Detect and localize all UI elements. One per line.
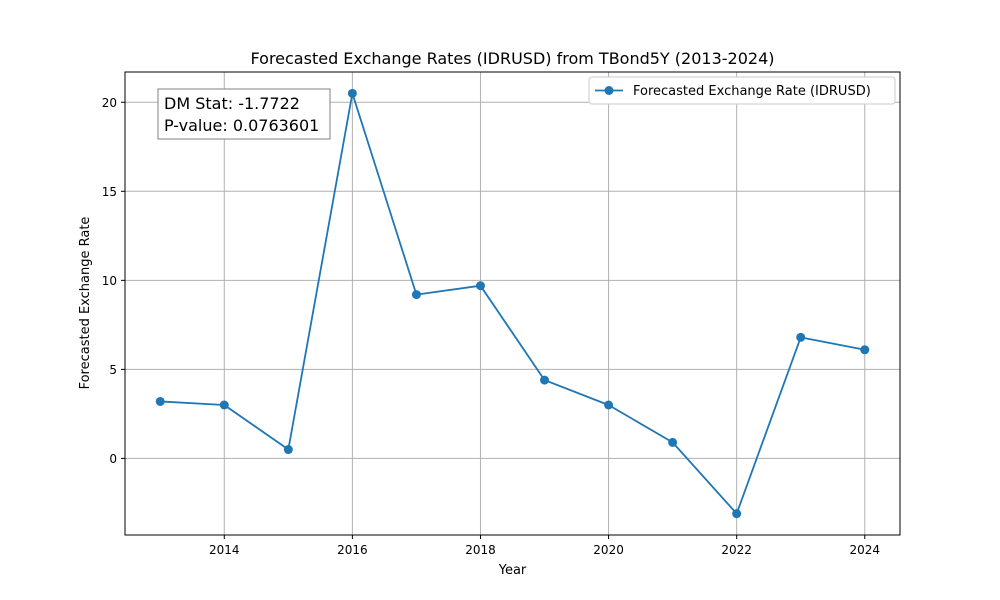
- x-tick-label: 2024: [849, 543, 880, 557]
- data-point: [283, 445, 293, 455]
- x-axis-label: Year: [498, 563, 527, 578]
- y-axis-label: Forecasted Exchange Rate: [78, 217, 93, 390]
- data-point: [668, 437, 678, 447]
- x-tick-label: 2022: [721, 543, 752, 557]
- x-tick-label: 2014: [209, 543, 240, 557]
- data-point: [540, 375, 550, 385]
- chart-title: Forecasted Exchange Rates (IDRUSD) from …: [251, 49, 775, 68]
- stats-annotation: DM Stat: -1.7722 P-value: 0.0763601: [157, 88, 331, 140]
- y-tick-label: 20: [102, 96, 117, 110]
- x-tick-label: 2020: [593, 543, 624, 557]
- y-tick-label: 0: [109, 452, 117, 466]
- y-tick-label: 10: [102, 274, 117, 288]
- y-tick-label: 5: [109, 363, 117, 377]
- data-point: [155, 396, 165, 406]
- legend-marker-swatch: [604, 86, 614, 95]
- x-tick-label: 2018: [465, 543, 496, 557]
- legend-label: Forecasted Exchange Rate (IDRUSD): [633, 84, 871, 99]
- data-point: [411, 290, 421, 300]
- plot-area-frame: [124, 71, 901, 536]
- y-tick-label: 15: [102, 185, 117, 199]
- legend: Forecasted Exchange Rate (IDRUSD): [588, 76, 896, 105]
- stats-annotation-box: [157, 88, 331, 140]
- data-point: [732, 509, 742, 519]
- series-layer: [155, 88, 870, 519]
- series-line: [160, 92, 865, 515]
- legend-box: [588, 76, 896, 105]
- x-axis: 2014 2016 2018 2020 2022 2024: [209, 535, 880, 557]
- dm-stat-text: DM Stat: -1.7722: [164, 94, 300, 113]
- data-point: [604, 400, 614, 410]
- data-point: [475, 281, 485, 291]
- data-point: [860, 345, 870, 355]
- data-point: [796, 332, 806, 342]
- p-value-text: P-value: 0.0763601: [164, 116, 319, 135]
- y-axis: 0 5 10 15 20: [102, 96, 125, 466]
- data-point: [347, 88, 357, 98]
- x-tick-label: 2016: [337, 543, 368, 557]
- data-point: [219, 400, 229, 410]
